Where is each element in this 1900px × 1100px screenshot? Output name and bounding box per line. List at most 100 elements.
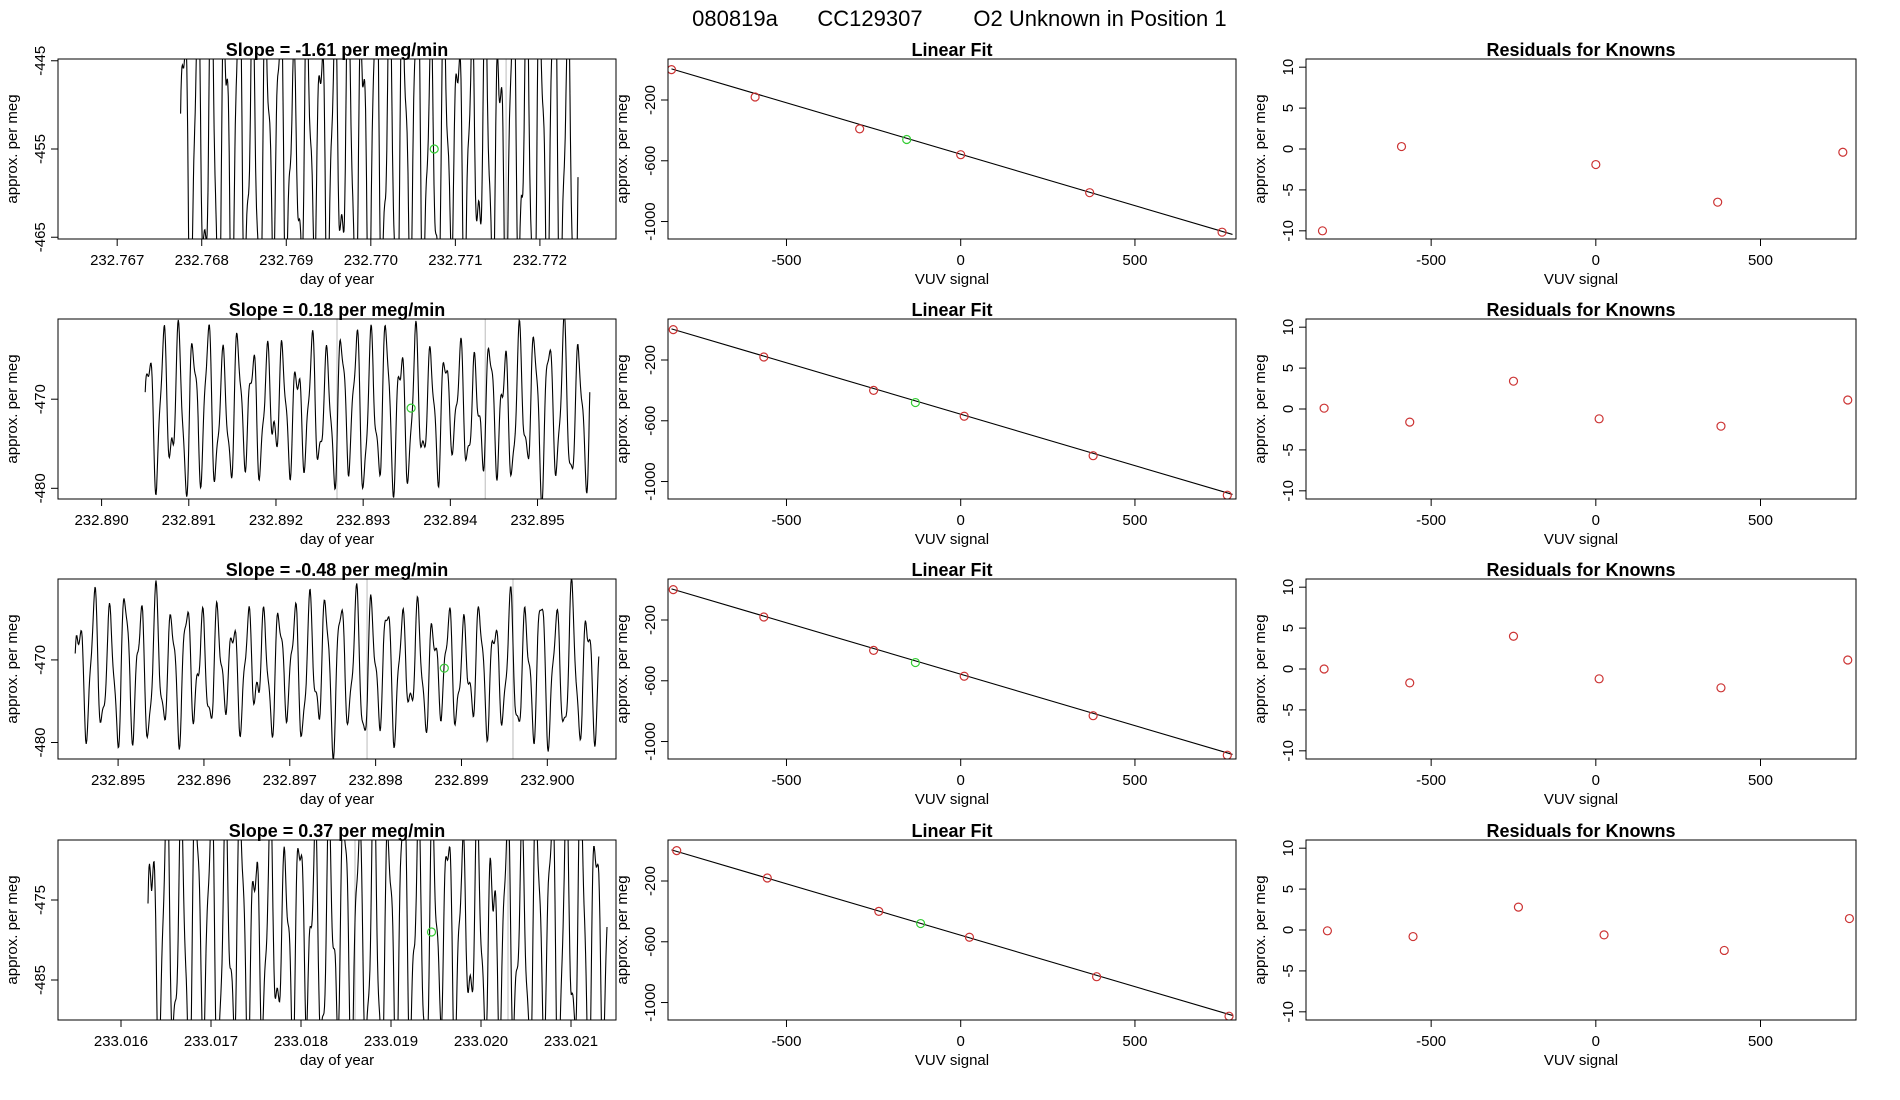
plot-frame	[667, 58, 1237, 240]
residual-point	[1396, 141, 1407, 152]
y-tick-label: -475	[32, 885, 49, 915]
known-point	[668, 65, 677, 75]
panel-trace-row-1: Slope = -1.61 per meg/min 232.767 232.768 2…	[4, 40, 617, 288]
plot-frame	[57, 318, 617, 500]
data-layer	[1319, 376, 1853, 431]
x-tick-label: 232.894	[423, 512, 477, 529]
data-layer	[1319, 631, 1853, 693]
y-tick-label: -445	[32, 46, 49, 76]
known-point	[1224, 1011, 1234, 1020]
x-tick-label: 232.767	[90, 252, 144, 269]
plot-frame	[1305, 58, 1857, 240]
residual-point	[1508, 376, 1519, 386]
y-tick-label: -10	[1280, 1001, 1297, 1023]
x-axis-label: day of year	[300, 1052, 374, 1069]
x-tick-label: 232.890	[74, 512, 128, 529]
data-layer	[668, 585, 1233, 759]
x-tick-label: -500	[1416, 252, 1446, 269]
plot-frame	[1305, 318, 1857, 500]
x-tick-label: -500	[1416, 1033, 1446, 1050]
x-tick-label: 500	[1748, 252, 1773, 269]
residual-point	[1719, 945, 1729, 956]
residual-point	[1594, 674, 1604, 684]
y-tick-label: -1000	[642, 202, 659, 240]
y-tick-label: -200	[642, 605, 659, 635]
header-label: O2 Unknown in Position 1	[973, 6, 1226, 31]
y-tick-label: -1000	[642, 722, 659, 760]
residual-point	[1838, 147, 1848, 157]
y-tick-label: 5	[1280, 364, 1297, 372]
data-layer	[74, 579, 600, 759]
known-point	[1088, 711, 1098, 721]
residual-point	[1713, 197, 1723, 207]
known-point	[1092, 972, 1102, 982]
y-tick-label: -470	[32, 645, 49, 675]
data-layer	[144, 319, 591, 499]
unknown-point	[910, 397, 921, 408]
data-layer	[671, 846, 1234, 1020]
known-point	[959, 671, 969, 681]
data-layer	[1322, 902, 1855, 956]
y-axis-label: approx. per meg	[4, 94, 21, 203]
y-axis-label: approx. per meg	[614, 354, 631, 463]
x-axis-label: VUV signal	[915, 791, 989, 808]
y-tick-label: 10	[1280, 840, 1297, 857]
x-tick-label: 233.021	[544, 1033, 598, 1050]
unknown-point	[910, 657, 921, 668]
panel-fit-row-1: Linear Fit -500 0 500 VUV signal -1000 -600 -20…	[614, 40, 1237, 288]
x-tick-label: 0	[957, 252, 965, 269]
x-tick-label: 500	[1122, 1033, 1147, 1050]
y-tick-label: -5	[1280, 964, 1297, 977]
x-tick-label: -500	[1416, 512, 1446, 529]
x-tick-label: -500	[1416, 772, 1446, 789]
x-axis-label: day of year	[300, 271, 374, 288]
chart-title: Slope = 0.18 per meg/min	[229, 300, 446, 320]
y-axis-label: approx. per meg	[1252, 94, 1269, 203]
fit-line	[671, 328, 1233, 495]
y-tick-label: 5	[1280, 624, 1297, 632]
x-axis-label: day of year	[300, 791, 374, 808]
residual-point	[1408, 931, 1418, 942]
x-axis-label: day of year	[300, 531, 374, 548]
plot-frame	[1305, 578, 1857, 760]
x-tick-label: 232.896	[177, 772, 231, 789]
panel-fit-row-2: Linear Fit -500 0 500 VUV signal -1000 -600 -20…	[614, 300, 1237, 548]
known-point	[964, 932, 975, 942]
chart-title: Residuals for Knowns	[1486, 40, 1675, 60]
y-axis-label: approx. per meg	[614, 614, 631, 723]
x-axis-label: VUV signal	[1544, 531, 1618, 548]
chart-title: Slope = -0.48 per meg/min	[226, 560, 449, 580]
known-point	[956, 150, 966, 160]
x-tick-label: 500	[1122, 252, 1147, 269]
y-axis-label: approx. per meg	[1252, 354, 1269, 463]
y-axis-label: approx. per meg	[1252, 614, 1269, 723]
y-tick-label: -600	[642, 927, 659, 957]
chart-title: Slope = 0.37 per meg/min	[229, 821, 446, 841]
x-axis-label: VUV signal	[915, 271, 989, 288]
known-point	[868, 645, 879, 655]
known-point	[874, 906, 884, 916]
data-layer	[668, 65, 1233, 237]
known-point	[672, 846, 682, 856]
y-tick-label: -10	[1280, 480, 1297, 502]
fit-line	[671, 68, 1233, 235]
y-tick-label: -10	[1280, 220, 1297, 242]
plot-frame	[667, 318, 1237, 500]
chart-title: Residuals for Knowns	[1486, 821, 1675, 841]
x-tick-label: 232.772	[513, 252, 567, 269]
x-tick-label: 233.019	[364, 1033, 418, 1050]
x-tick-label: 0	[1592, 512, 1600, 529]
x-tick-label: 232.892	[249, 512, 303, 529]
panel-residual-row-1: Residuals for Knowns -500 0 500 VUV signal -1…	[1252, 40, 1857, 288]
y-axis-label: approx. per meg	[614, 94, 631, 203]
x-axis-label: VUV signal	[1544, 271, 1618, 288]
plot-frame	[667, 578, 1237, 760]
signal-trace	[144, 319, 591, 499]
known-point	[759, 352, 769, 362]
x-tick-label: 232.899	[434, 772, 488, 789]
y-tick-label: -470	[32, 384, 49, 414]
residual-point	[1405, 678, 1415, 688]
x-tick-label: -500	[771, 512, 801, 529]
residual-point	[1844, 913, 1855, 924]
known-point	[759, 612, 769, 622]
